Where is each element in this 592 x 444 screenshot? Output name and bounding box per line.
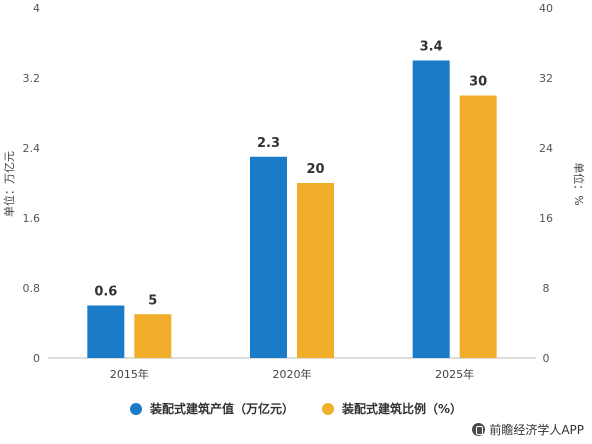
bar-output — [250, 156, 287, 358]
right-tick-label: 40 — [539, 2, 553, 15]
left-tick-label: 4 — [33, 2, 40, 15]
category-label: 2020年 — [273, 367, 312, 381]
data-label-ratio: 5 — [148, 293, 157, 308]
right-tick-label: 0 — [543, 352, 550, 365]
bars-group: 0.6 5 2.3 20 3.4 30 — [87, 40, 497, 358]
left-tick-label: 2.4 — [23, 142, 41, 155]
category-label: 2015年 — [110, 367, 149, 381]
watermark-label: 前瞻经济学人APP — [489, 423, 584, 437]
left-axis-label: 单位：万亿元 — [2, 151, 16, 217]
legend: 装配式建筑产值（万亿元） 装配式建筑比例（%） — [0, 400, 592, 417]
bar-ratio — [459, 95, 497, 358]
legend-item-ratio: 装配式建筑比例（%） — [321, 400, 463, 417]
bar-output — [87, 305, 125, 358]
data-label-output: 3.4 — [420, 40, 443, 55]
data-label-ratio: 30 — [469, 75, 487, 90]
app-logo-icon — [472, 423, 486, 436]
category-labels: 2015年 2020年 2025年 — [110, 367, 474, 381]
chart-svg: 0 0.8 1.6 2.4 3.2 4 0 8 16 24 32 40 0.6 5 2.3 20 3.4 30… — [2, 2, 586, 381]
right-axis-ticks: 0 8 16 24 32 40 — [539, 2, 553, 365]
bar-ratio — [297, 183, 334, 358]
right-tick-label: 32 — [539, 72, 553, 85]
right-tick-label: 16 — [539, 212, 553, 225]
right-tick-label: 24 — [539, 142, 553, 155]
data-label-output: 0.6 — [94, 285, 117, 300]
data-label-ratio: 20 — [306, 162, 324, 177]
bar-ratio — [134, 314, 172, 358]
right-axis-label: 单位：% — [572, 162, 586, 205]
left-axis-ticks: 0 0.8 1.6 2.4 3.2 4 — [23, 2, 41, 365]
left-tick-label: 0.8 — [23, 282, 41, 295]
watermark: 前瞻经济学人APP — [472, 421, 584, 438]
right-tick-label: 8 — [543, 282, 550, 295]
data-label-output: 2.3 — [257, 136, 280, 151]
left-tick-label: 1.6 — [23, 212, 41, 225]
category-label: 2025年 — [435, 367, 474, 381]
legend-swatch-ratio — [321, 402, 334, 415]
legend-swatch-output — [129, 402, 142, 415]
left-tick-label: 3.2 — [23, 72, 41, 85]
legend-item-output: 装配式建筑产值（万亿元） — [129, 400, 294, 417]
legend-label-ratio: 装配式建筑比例（%） — [341, 402, 463, 416]
bar-output — [412, 60, 450, 358]
legend-label-output: 装配式建筑产值（万亿元） — [149, 402, 294, 416]
left-tick-label: 0 — [33, 352, 40, 365]
